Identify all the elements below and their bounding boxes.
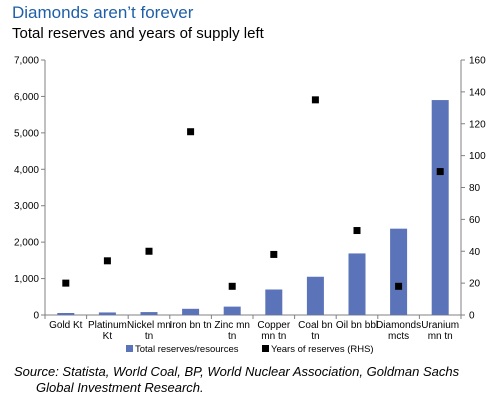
legend-swatch-points [262,345,269,352]
source-line-1: Source: Statista, World Coal, BP, World … [14,364,460,379]
point [228,282,236,290]
x-tick-label: mn tn [428,331,453,342]
y-right-tick-label: 100 [469,151,486,162]
bar [57,312,75,315]
bar [98,312,116,315]
y-right-tick-label: 40 [469,247,481,258]
bar [306,276,324,315]
x-tick-label: Oil bn bbl [336,320,378,331]
point [311,96,319,104]
y-left-tick-label: 6,000 [14,92,39,103]
x-tick-label: Nickel mn [127,320,171,331]
y-left-tick-label: 5,000 [14,128,39,139]
x-tick-label: Platinum [88,320,127,331]
bar [223,306,241,315]
y-right-tick-label: 20 [469,279,481,290]
bar [265,289,283,315]
bar [348,253,366,315]
x-tick-label: Copper [257,320,290,331]
chart-title: Diamonds aren’t forever [12,3,194,22]
point [103,257,111,265]
x-tick-label: tn [228,331,236,342]
y-right-tick-label: 60 [469,215,481,226]
x-tick-label: mn tn [261,331,286,342]
x-tick-label: Zinc mn [214,320,250,331]
legend-label-bars: Total reserves/resources [135,344,239,355]
x-tick-label: Diamonds [376,320,421,331]
y-left-tick-label: 7,000 [14,56,39,67]
x-tick-label: Coal bn [298,320,332,331]
chart-subtitle: Total reserves and years of supply left [12,25,264,42]
y-right-tick-label: 0 [469,311,475,322]
point [270,250,278,258]
point [436,168,444,176]
x-tick-label: Uranium [421,320,459,331]
y-left-tick-label: 3,000 [14,201,39,212]
legend-label-points: Years of reserves (RHS) [271,344,374,355]
x-tick-label: Gold Kt [49,320,83,331]
y-left-tick-label: 1,000 [14,274,39,285]
point [353,227,361,235]
y-right-tick-label: 140 [469,87,486,98]
y-left-tick-label: 4,000 [14,165,39,176]
x-tick-label: Kt [103,331,113,342]
bar [431,100,449,315]
point [395,282,403,290]
bar [140,312,158,315]
x-tick-label: mcts [388,331,409,342]
x-tick-label: tn [145,331,153,342]
y-right-tick-label: 160 [469,56,486,67]
point [145,247,153,255]
y-right-tick-label: 80 [469,183,481,194]
x-tick-label: Iron bn tn [169,320,211,331]
point [187,128,195,136]
source-note: Source: Statista, World Coal, BP, World … [14,364,484,396]
y-left-tick-label: 2,000 [14,238,39,249]
y-right-tick-label: 120 [469,119,486,130]
bar [182,308,200,315]
legend-swatch-bars [126,345,133,352]
x-tick-label: tn [311,331,319,342]
point [62,279,70,287]
y-left-tick-label: 0 [33,311,39,322]
bar [390,228,408,315]
source-line-2: Global Investment Research. [36,380,204,395]
